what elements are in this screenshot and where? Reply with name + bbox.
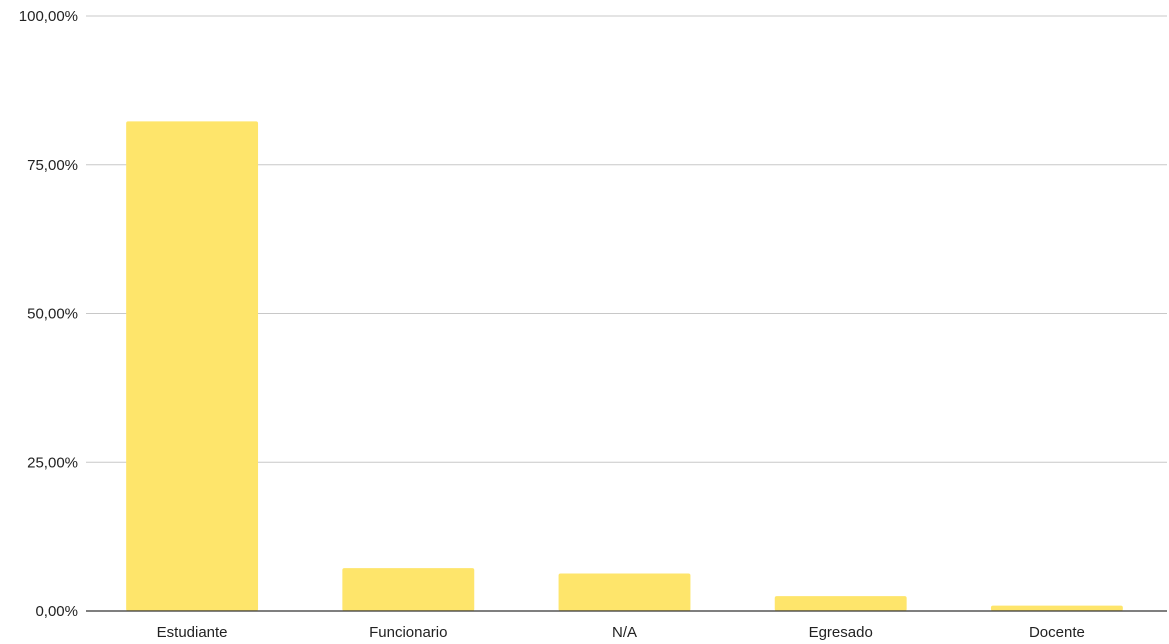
bar-egresado	[774, 596, 907, 611]
y-tick-label: 75,00%	[27, 157, 78, 174]
x-category-label: N/A	[612, 624, 637, 641]
y-tick-label: 0,00%	[35, 603, 78, 620]
x-axis-category-labels: Estudiante Funcionario N/A Egresado Docente	[157, 624, 1085, 641]
y-tick-label: 100,00%	[19, 8, 78, 25]
bars	[126, 121, 1123, 611]
x-category-label: Docente	[1029, 624, 1085, 641]
bar-estudiante	[126, 121, 259, 611]
x-category-label: Estudiante	[157, 624, 228, 641]
y-tick-label: 25,00%	[27, 454, 78, 471]
y-tick-label: 50,00%	[27, 306, 78, 323]
x-category-label: Egresado	[809, 624, 873, 641]
bar-docente	[990, 605, 1123, 611]
x-category-label: Funcionario	[369, 624, 447, 641]
y-axis-tick-labels: 0,00% 25,00% 50,00% 75,00% 100,00%	[19, 8, 78, 620]
bar-n-a	[558, 573, 691, 611]
bar-funcionario	[342, 568, 475, 611]
gridlines	[86, 15, 1167, 463]
